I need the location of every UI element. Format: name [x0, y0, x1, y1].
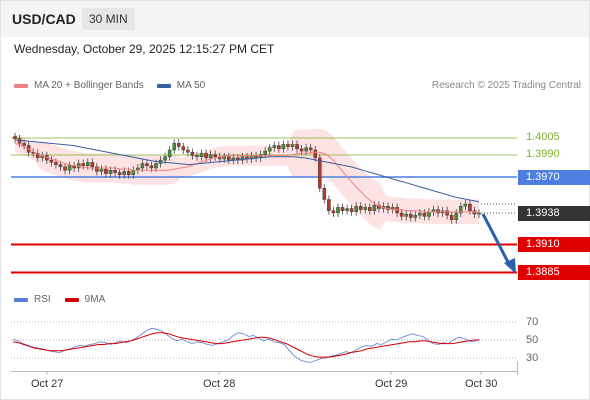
candle [290, 140, 295, 151]
candle [240, 152, 245, 165]
timestamp: Wednesday, October 29, 2025 12:15:27 PM … [14, 42, 275, 56]
bollinger-band [15, 128, 479, 230]
candle [13, 132, 17, 143]
rsi-line [12, 327, 480, 363]
pivot-label: 1.3970 [518, 170, 590, 185]
rsi-ma-swatch-icon [64, 297, 79, 302]
candle [395, 203, 399, 217]
candle [208, 150, 213, 162]
candle [181, 142, 186, 154]
ma20-swatch-icon [14, 83, 28, 88]
header-bar: USD/CAD 30 MIN [1, 1, 589, 37]
candle [195, 151, 199, 161]
price-legend: MA 20 + Bollinger Bands MA 50 [14, 80, 205, 91]
candle [445, 206, 449, 220]
candle [436, 205, 440, 217]
candle [340, 203, 345, 215]
candle [404, 210, 409, 221]
candle [286, 140, 290, 151]
x-label-oct30: Oct 30 [465, 378, 498, 390]
rsi-legend: RSI 9MA [14, 294, 105, 305]
candle [31, 148, 35, 158]
candle [399, 209, 404, 221]
candle [81, 159, 86, 170]
candle [167, 146, 172, 161]
candle [272, 141, 277, 152]
candle [277, 141, 281, 153]
candle [386, 202, 390, 214]
candle [477, 209, 481, 219]
candle [49, 156, 54, 167]
support-label-1: 1.3910 [518, 237, 590, 252]
research-credit: Research © 2025 Trading Central [431, 80, 581, 91]
candle [267, 143, 272, 156]
candle [354, 202, 358, 216]
timeframe-badge[interactable]: 30 MIN [82, 8, 135, 30]
symbol-title: USD/CAD [12, 11, 76, 27]
candle [422, 209, 427, 221]
candle [459, 202, 463, 217]
candle [63, 162, 67, 175]
candle [463, 200, 468, 211]
candle [90, 158, 95, 171]
candle [199, 149, 204, 161]
x-label-oct28: Oct 28 [203, 378, 236, 390]
ma50-legend-label: MA 50 [176, 80, 206, 91]
candle [172, 139, 177, 154]
candle [213, 150, 217, 161]
ma50-swatch-icon [156, 83, 171, 88]
support-label-2: 1.3885 [518, 265, 590, 280]
projection-arrow-shaft [481, 213, 511, 265]
candle [67, 161, 72, 175]
rsi-ma-line [12, 332, 479, 358]
candle [363, 203, 368, 214]
candle [104, 165, 108, 178]
candle [186, 146, 190, 157]
candle [295, 140, 299, 153]
rsi-swatch-icon [14, 297, 28, 302]
candle [190, 148, 195, 160]
x-label-oct29: Oct 29 [375, 378, 408, 390]
x-label-oct27: Oct 27 [31, 378, 64, 390]
rsi-ma-legend-label: 9MA [84, 294, 106, 305]
resistance-label-2: 1.3990 [526, 148, 560, 160]
ma20-line [14, 142, 479, 213]
rsi-legend-label: RSI [34, 294, 51, 305]
candle [349, 204, 354, 216]
rsi-tick-30: 30 [526, 352, 539, 364]
candle [99, 165, 104, 176]
candle [449, 211, 454, 224]
ma50-line [14, 139, 480, 203]
candle [227, 152, 231, 165]
candle [472, 206, 477, 219]
candle [204, 149, 208, 162]
resistance-label-1: 1.4005 [526, 131, 560, 143]
candle [176, 139, 181, 151]
candle [95, 162, 99, 176]
ma20-legend-label: MA 20 + Bollinger Bands [34, 80, 144, 91]
candle [117, 168, 122, 179]
candle [322, 184, 327, 204]
rsi-tick-70: 70 [526, 316, 539, 328]
candle [313, 146, 318, 162]
candle [331, 206, 336, 217]
candle [358, 202, 363, 214]
candle [345, 204, 349, 215]
candle [336, 203, 340, 217]
rsi-tick-50: 50 [526, 334, 539, 346]
candle [263, 147, 267, 159]
last-price-label: 1.3938 [518, 206, 590, 221]
candle [145, 159, 149, 170]
candle [368, 203, 372, 215]
projection-arrow-head [504, 258, 516, 274]
candle [281, 140, 286, 153]
candle [317, 153, 322, 193]
candle [327, 195, 331, 215]
candle [413, 211, 418, 222]
candle [408, 210, 413, 222]
